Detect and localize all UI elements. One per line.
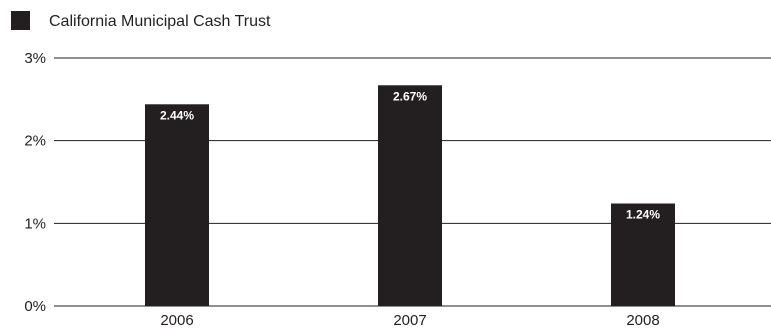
bar-2007 bbox=[378, 85, 442, 306]
bars: 2.44% 2.67% 1.24% bbox=[145, 85, 675, 306]
x-axis-tick-labels: 2006 2007 2008 bbox=[160, 312, 659, 328]
data-label-2007: 2.67% bbox=[393, 89, 427, 103]
bar-2008 bbox=[611, 203, 675, 306]
legend: California Municipal Cash Trust bbox=[11, 11, 271, 30]
bar-2006 bbox=[145, 104, 209, 306]
y-tick-label: 1% bbox=[24, 215, 46, 232]
x-tick-label-2006: 2006 bbox=[160, 312, 193, 328]
y-tick-label: 3% bbox=[24, 50, 46, 67]
y-axis-tick-labels: 0% 1% 2% 3% bbox=[24, 50, 46, 315]
x-tick-label-2007: 2007 bbox=[393, 312, 426, 328]
legend-label: California Municipal Cash Trust bbox=[49, 13, 271, 30]
data-label-2006: 2.44% bbox=[160, 108, 194, 122]
x-tick-label-2008: 2008 bbox=[626, 312, 659, 328]
y-tick-label: 2% bbox=[24, 133, 46, 150]
data-label-2008: 1.24% bbox=[626, 207, 660, 221]
legend-swatch bbox=[11, 11, 30, 30]
y-tick-label: 0% bbox=[24, 298, 46, 315]
